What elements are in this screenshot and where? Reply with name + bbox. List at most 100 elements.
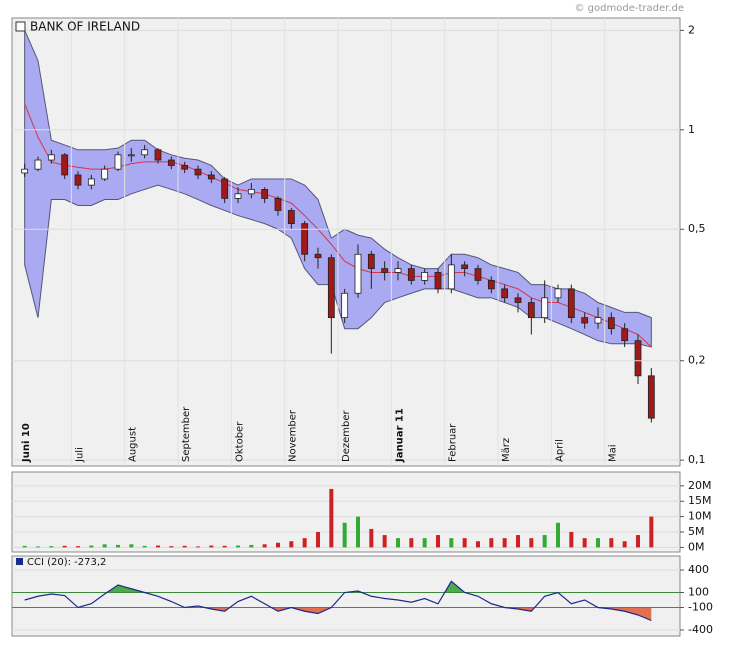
volume-bar (262, 544, 267, 548)
volume-bar (222, 545, 227, 548)
volume-bar (502, 538, 507, 548)
candle-body (554, 288, 562, 299)
candle-body (501, 288, 509, 299)
volume-bar (382, 535, 387, 548)
x-tick-label: Oktober (234, 421, 245, 462)
legend-swatch (15, 21, 26, 32)
candle-body (381, 268, 389, 273)
volume-bar (142, 545, 147, 548)
candle-body (474, 268, 482, 281)
x-tick-label: März (501, 438, 512, 462)
volume-bar (249, 544, 254, 548)
y-tick-label: 400 (688, 563, 709, 576)
watermark: © godmode-trader.de (575, 3, 685, 14)
y-tick-label: 10M (688, 510, 712, 523)
x-tick-label: Dezember (341, 410, 352, 462)
candle-body (341, 292, 349, 319)
candle-body (354, 253, 362, 294)
volume-bar (516, 535, 520, 548)
candle-body (34, 159, 42, 170)
y-tick-label: 5M (688, 525, 705, 538)
candle-body (407, 268, 415, 281)
y-tick-label: 0,1 (688, 453, 706, 466)
volume-bar (396, 538, 400, 548)
volume-bar (156, 545, 160, 548)
y-tick-label: 1 (688, 123, 695, 136)
volume-bar (369, 528, 374, 548)
candle-body (581, 317, 589, 324)
candle-body (221, 178, 229, 199)
x-tick-label: Juli (74, 447, 85, 463)
candle-body (47, 154, 55, 161)
volume-bar (169, 546, 174, 548)
volume-bar (289, 541, 294, 548)
candle-body (287, 210, 295, 225)
x-tick-label: September (181, 406, 192, 462)
candle-body (567, 288, 575, 319)
x-tick-label: August (128, 427, 139, 462)
volume-bar (409, 538, 414, 548)
x-tick-label: Juni 10 (21, 423, 32, 463)
volume-bar (436, 535, 440, 548)
volume-bar (649, 516, 654, 548)
candle-body (461, 264, 469, 270)
volume-bar (276, 542, 280, 548)
y-tick-label: 0,5 (688, 222, 706, 235)
candle-body (194, 168, 202, 176)
candle-body (607, 317, 615, 330)
y-tick-label: -400 (688, 623, 713, 636)
volume-bar (529, 538, 534, 548)
volume-bar (36, 546, 40, 548)
candle-body (101, 168, 109, 180)
candle-body (594, 317, 602, 324)
y-tick-label: 100 (688, 586, 709, 599)
candle-body (434, 272, 442, 290)
candle-body (301, 223, 309, 255)
candle-body (127, 154, 135, 157)
candle-body (527, 302, 535, 319)
volume-bar (22, 545, 27, 548)
volume-bar (329, 488, 334, 548)
cci-line (24, 580, 652, 622)
volume-bar (356, 516, 360, 548)
y-tick-label: 2 (688, 23, 695, 36)
candle-body (234, 193, 242, 199)
volume-bar (489, 538, 494, 548)
candle-body (514, 297, 522, 303)
y-tick-label: 0,2 (688, 354, 706, 367)
x-tick-label: November (288, 409, 299, 462)
y-tick-label: 20M (688, 479, 712, 492)
candle-body (394, 268, 402, 273)
volume-bar (302, 538, 307, 548)
candle-body (314, 253, 322, 259)
candle-body (87, 178, 95, 186)
volume-bar (462, 538, 467, 548)
volume-bar (422, 538, 427, 548)
candle-body (421, 272, 429, 281)
candle-body (114, 154, 122, 170)
candle-body (487, 280, 495, 290)
volume-bar (209, 545, 214, 548)
y-tick-label: 15M (688, 494, 712, 507)
volume-bar (102, 544, 107, 548)
volume-bar (622, 541, 627, 548)
candle-body (181, 165, 189, 170)
volume-bar (542, 535, 547, 548)
candle-body (154, 149, 162, 161)
y-tick-label: 0M (688, 540, 705, 553)
candle-body (274, 197, 282, 211)
candle-body (74, 174, 82, 186)
volume-bar (556, 522, 560, 548)
candle-body (261, 189, 269, 199)
x-tick-label: April (554, 439, 565, 462)
candle-body (21, 168, 29, 174)
candle-body (327, 257, 335, 319)
cci-panel (11, 555, 681, 637)
candle-body (447, 264, 455, 290)
chart-title: BANK OF IRELAND (30, 20, 140, 34)
x-tick-label: Mai (608, 444, 619, 462)
volume-bar (129, 544, 134, 548)
volume-bar (609, 538, 614, 548)
x-tick-label: Februar (448, 423, 459, 462)
